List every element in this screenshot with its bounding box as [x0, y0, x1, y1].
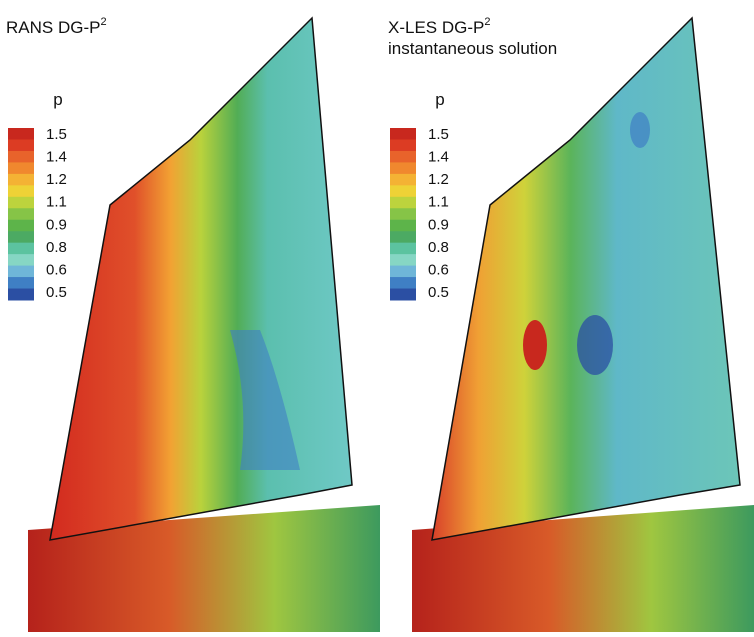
legend-swatch	[8, 277, 34, 289]
legend-swatch	[8, 254, 34, 266]
legend-swatch	[8, 231, 34, 243]
low-pressure-spot	[577, 315, 613, 375]
legend-swatch	[390, 162, 416, 174]
legend-swatch	[8, 243, 34, 255]
legend-swatch	[390, 254, 416, 266]
legend-swatch	[8, 197, 34, 209]
legend-swatch	[8, 266, 34, 278]
legend-label: 0.8	[428, 239, 449, 256]
legend-label: 1.1	[428, 194, 449, 211]
legend-swatch	[390, 220, 416, 232]
legend-label: 1.5	[46, 126, 67, 143]
legend-label: 0.9	[428, 216, 449, 233]
title-text: RANS DG-P	[6, 18, 100, 37]
legend-swatch	[390, 243, 416, 255]
legend-swatch	[390, 197, 416, 209]
legend-label: 0.8	[46, 239, 67, 256]
legend-swatch	[390, 151, 416, 163]
legend-swatch	[390, 208, 416, 220]
legend-swatch	[390, 185, 416, 197]
legend-title: p	[53, 90, 62, 109]
legend-swatch	[8, 162, 34, 174]
blade-surface	[50, 18, 352, 540]
legend-swatch	[8, 128, 34, 140]
legend-swatch	[8, 139, 34, 151]
legend-swatch	[390, 128, 416, 140]
legend-swatch	[8, 220, 34, 232]
figure: RANS DG-P2p1.51.41.21.10.90.80.60.5X-LES…	[0, 0, 754, 632]
legend-label: 1.2	[46, 171, 67, 188]
low-pressure-spot	[630, 112, 650, 148]
legend-swatch	[8, 208, 34, 220]
legend-label: 1.4	[428, 149, 449, 166]
legend-swatch	[390, 289, 416, 301]
panel-subtitle: instantaneous solution	[388, 39, 557, 58]
legend-swatch	[8, 174, 34, 186]
legend-label: 0.5	[428, 284, 449, 301]
legend-swatch	[8, 289, 34, 301]
legend-label: 1.1	[46, 194, 67, 211]
legend-label: 1.4	[46, 149, 67, 166]
title-superscript: 2	[100, 16, 106, 28]
legend-label: 1.5	[428, 126, 449, 143]
legend-label: 0.9	[46, 216, 67, 233]
legend-swatch	[390, 139, 416, 151]
legend-label: 0.6	[46, 261, 67, 278]
panel-title: RANS DG-P2	[6, 16, 107, 37]
high-pressure-spot	[523, 320, 547, 370]
legend-title: p	[435, 90, 444, 109]
title-superscript: 2	[484, 16, 490, 28]
legend-label: 0.6	[428, 261, 449, 278]
legend-label: 0.5	[46, 284, 67, 301]
legend-swatch	[390, 277, 416, 289]
legend-swatch	[390, 266, 416, 278]
legend-label: 1.2	[428, 171, 449, 188]
legend-swatch	[390, 174, 416, 186]
title-text: X-LES DG-P	[388, 18, 484, 37]
legend-swatch	[8, 151, 34, 163]
legend-swatch	[8, 185, 34, 197]
blade-surface	[432, 18, 740, 540]
panel-title: X-LES DG-P2	[388, 16, 490, 37]
legend-swatch	[390, 231, 416, 243]
